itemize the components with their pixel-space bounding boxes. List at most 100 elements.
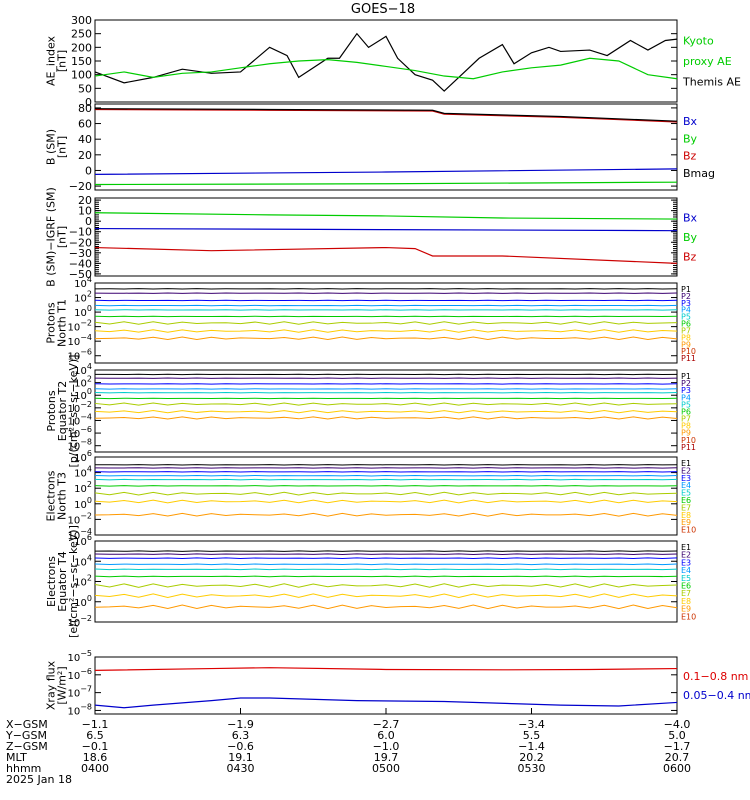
legend-label: P11 [681, 354, 696, 363]
y-axis-label: Protons [45, 302, 58, 343]
legend-label: P2 [681, 379, 691, 388]
y-tick-label: 200 [71, 41, 92, 54]
legend-label: P5 [681, 313, 691, 322]
orbit-value: 6.3 [232, 729, 250, 742]
legend-label: P10 [681, 436, 696, 445]
y-tick-label: 10−2 [67, 400, 92, 415]
y-axis-label: AE_index [45, 35, 58, 86]
orbit-value: −1.1 [82, 718, 109, 731]
legend-label: Bx [683, 115, 698, 128]
series-line [94, 181, 678, 186]
series-line [94, 568, 678, 571]
series-line [94, 168, 678, 175]
y-tick-label: −20 [69, 180, 92, 193]
y-tick-label: 80 [78, 102, 92, 115]
series-line [94, 108, 678, 123]
legend-label: E3 [681, 474, 691, 483]
legend-label: E7 [681, 589, 691, 598]
orbit-value: −3.4 [518, 718, 545, 731]
series-line [94, 321, 678, 325]
y-tick-label: 10−2 [67, 511, 92, 526]
legend-label: P3 [681, 299, 691, 308]
orbit-value: −1.4 [518, 740, 545, 753]
series-line [94, 227, 678, 232]
orbit-row-label: hhmm [6, 762, 41, 775]
orbit-value: 19.1 [228, 751, 253, 764]
y-tick-label: −50 [69, 268, 92, 281]
legend-label: Bz [683, 251, 697, 264]
y-tick-label: 10 [78, 205, 92, 218]
legend-label: E5 [681, 574, 691, 583]
y-tick-label: 104 [74, 465, 92, 480]
legend-label: P8 [681, 422, 691, 431]
series-line [94, 416, 678, 420]
y-tick-label: 250 [71, 28, 92, 41]
panel-xray: 10−5 10−6 10−7 10−8 Xray flux[W/m²] 0.1−0.8 n… [45, 649, 750, 717]
series-line [94, 32, 678, 92]
legend-label: E1 [681, 543, 691, 552]
orbit-row-label: 2025 Jan 18 [6, 773, 72, 786]
legend-label: E2 [681, 551, 691, 560]
y-tick-label: −20 [69, 236, 92, 249]
panel-frame [94, 282, 678, 364]
y-axis-label: [e/(cm²−s−sr−keV)] [67, 525, 80, 638]
series-line [94, 593, 678, 598]
legend-label: P9 [681, 429, 691, 438]
legend-label: Bx [683, 212, 698, 225]
orbit-value: 0500 [372, 762, 400, 775]
y-tick-label: −30 [69, 247, 92, 260]
legend-label: E6 [681, 582, 691, 591]
legend-label: E4 [681, 566, 691, 575]
series-line [94, 212, 678, 220]
panel-frame [94, 19, 678, 103]
legend-label: E10 [681, 612, 696, 621]
orbit-value: 18.6 [83, 751, 108, 764]
series-line [94, 697, 678, 709]
series-line [94, 246, 678, 264]
y-tick-label: 10−8 [67, 702, 92, 717]
legend-label: P10 [681, 347, 696, 356]
legend-label: 0.1−0.8 nm [683, 670, 748, 683]
legend-label: P6 [681, 407, 691, 416]
y-tick-label: 0 [85, 215, 92, 228]
legend-label: P7 [681, 415, 691, 424]
series-line [94, 329, 678, 333]
orbit-value: −0.6 [227, 740, 254, 753]
legend-label: E5 [681, 489, 691, 498]
y-tick-label: 10−6 [67, 425, 92, 440]
orbit-value: 5.0 [668, 729, 686, 742]
y-tick-label: 20 [78, 149, 92, 162]
orbit-value: −1.9 [227, 718, 254, 731]
legend-label: P4 [681, 306, 691, 315]
panel-frame [94, 103, 678, 191]
y-tick-label: 10−2 [67, 614, 92, 629]
legend-label: E6 [681, 496, 691, 505]
legend-label: E7 [681, 503, 691, 512]
legend-label: P11 [681, 443, 696, 452]
series-line [94, 583, 678, 588]
y-tick-label: 40 [78, 133, 92, 146]
y-tick-label: 100 [74, 496, 92, 511]
legend-label: By [683, 132, 698, 145]
y-axis-label: [W/m²] [56, 666, 69, 704]
legend-label: 0.05−0.4 nm [683, 689, 750, 702]
legend-label: E1 [681, 459, 691, 468]
y-tick-label: 100 [74, 387, 92, 402]
y-axis-label: Electrons [45, 556, 58, 607]
series-line [94, 563, 678, 566]
orbit-value: −1.0 [373, 740, 400, 753]
y-axis-label: [p/(cm²−s−sr−keV)] [67, 355, 80, 468]
orbit-value: −4.0 [664, 718, 691, 731]
y-tick-label: 150 [71, 55, 92, 68]
panel-frame [94, 369, 678, 453]
orbit-value: 20.2 [519, 751, 544, 764]
legend-label: P9 [681, 340, 691, 349]
orbit-value: 0530 [518, 762, 546, 775]
panel-frame [94, 540, 678, 623]
legend-label: E9 [681, 605, 691, 614]
